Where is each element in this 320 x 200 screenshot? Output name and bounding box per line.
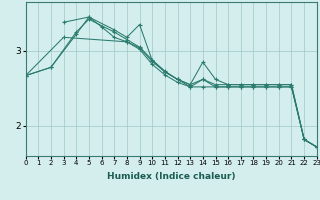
X-axis label: Humidex (Indice chaleur): Humidex (Indice chaleur) xyxy=(107,172,236,181)
